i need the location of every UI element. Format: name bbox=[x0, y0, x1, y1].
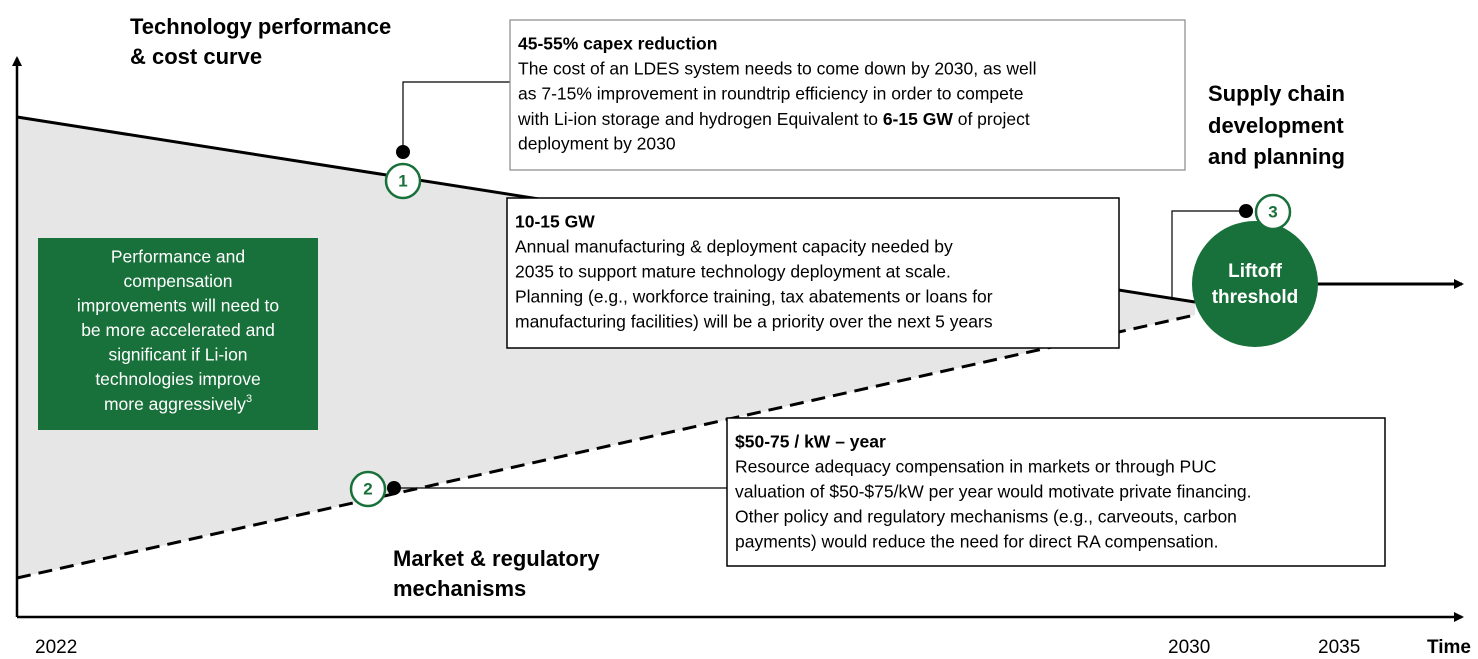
section-label: Technology performance bbox=[130, 14, 391, 39]
box-frame bbox=[506, 197, 1120, 349]
box-frame bbox=[509, 19, 1186, 171]
note-text: significant if Li-ion bbox=[108, 345, 247, 365]
marker-label: 3 bbox=[1268, 202, 1277, 221]
x-axis-label: Time bbox=[1427, 637, 1471, 658]
box-text: Annual manufacturing & deployment capaci… bbox=[515, 237, 953, 257]
box-text: Resource adequacy compensation in market… bbox=[735, 457, 1217, 477]
section-label: development bbox=[1208, 113, 1344, 138]
x-tick-label: 2035 bbox=[1318, 637, 1360, 658]
section-label: Market & regulatory bbox=[393, 546, 600, 571]
marker-dot bbox=[387, 481, 401, 495]
box-text: 2035 to support mature technology deploy… bbox=[515, 262, 951, 282]
note-text: more aggressively3 bbox=[104, 393, 252, 414]
box-text: as 7-15% improvement in roundtrip effici… bbox=[518, 84, 1023, 104]
market-curve bbox=[16, 313, 1196, 580]
marker-circle bbox=[384, 162, 422, 200]
marker-circle bbox=[1254, 193, 1292, 231]
box-text: Planning (e.g., workforce training, tax … bbox=[515, 287, 993, 307]
marker-label: 2 bbox=[363, 479, 372, 498]
box-text: The cost of an LDES system needs to come… bbox=[518, 59, 1036, 79]
box-text-part: 6-15 GW bbox=[883, 109, 953, 129]
superscript: 3 bbox=[246, 393, 252, 405]
marker-dot bbox=[1239, 204, 1253, 218]
leader-line bbox=[402, 81, 510, 152]
box-title: 10-15 GW bbox=[515, 212, 595, 232]
box-text: valuation of $50-$75/kW per year would m… bbox=[735, 482, 1252, 502]
box-text-part: with Li-ion storage and hydrogen Equival… bbox=[517, 109, 883, 129]
box-text: deployment by 2030 bbox=[518, 134, 676, 154]
x-tick-label: 2022 bbox=[35, 637, 77, 658]
note-text: compensation bbox=[124, 271, 233, 291]
box-text: with Li-ion storage and hydrogen Equival… bbox=[517, 109, 1030, 129]
box-title: $50-75 / kW – year bbox=[735, 432, 886, 452]
section-label: & cost curve bbox=[130, 44, 262, 69]
box-text-part: of project bbox=[953, 109, 1030, 129]
x-tick-label: 2030 bbox=[1168, 637, 1210, 658]
liftoff-label: Liftoff bbox=[1228, 261, 1282, 282]
box-text: payments) would reduce the need for dire… bbox=[735, 532, 1218, 552]
box-text: Other policy and regulatory mechanisms (… bbox=[735, 507, 1237, 527]
liftoff-label: threshold bbox=[1212, 287, 1299, 308]
marker-circle bbox=[349, 470, 387, 508]
note-text: technologies improve bbox=[95, 369, 260, 389]
note-text: improvements will need to bbox=[77, 296, 279, 316]
note-box bbox=[38, 238, 318, 430]
box-title: 45-55% capex reduction bbox=[518, 34, 717, 54]
text-box: 10-15 GW Annual manufacturing & deploymen… bbox=[506, 197, 1120, 349]
section-label: and planning bbox=[1208, 144, 1345, 169]
note-text-part: more aggressively bbox=[104, 394, 246, 414]
liftoff-circle bbox=[1192, 221, 1318, 347]
box-text: manufacturing facilities) will be a prio… bbox=[515, 312, 993, 332]
text-box: 45-55% capex reduction The cost of an LDE… bbox=[509, 19, 1186, 171]
section-label: Supply chain bbox=[1208, 81, 1345, 106]
note-text: Performance and bbox=[111, 247, 245, 267]
leader-line bbox=[1171, 210, 1246, 300]
section-label: mechanisms bbox=[393, 576, 526, 601]
marker-dot bbox=[396, 145, 410, 159]
box-frame bbox=[726, 417, 1386, 567]
marker-label: 1 bbox=[398, 171, 407, 190]
text-box: $50-75 / kW – year Resource adequacy comp… bbox=[726, 417, 1386, 567]
note-text: be more accelerated and bbox=[81, 320, 275, 340]
